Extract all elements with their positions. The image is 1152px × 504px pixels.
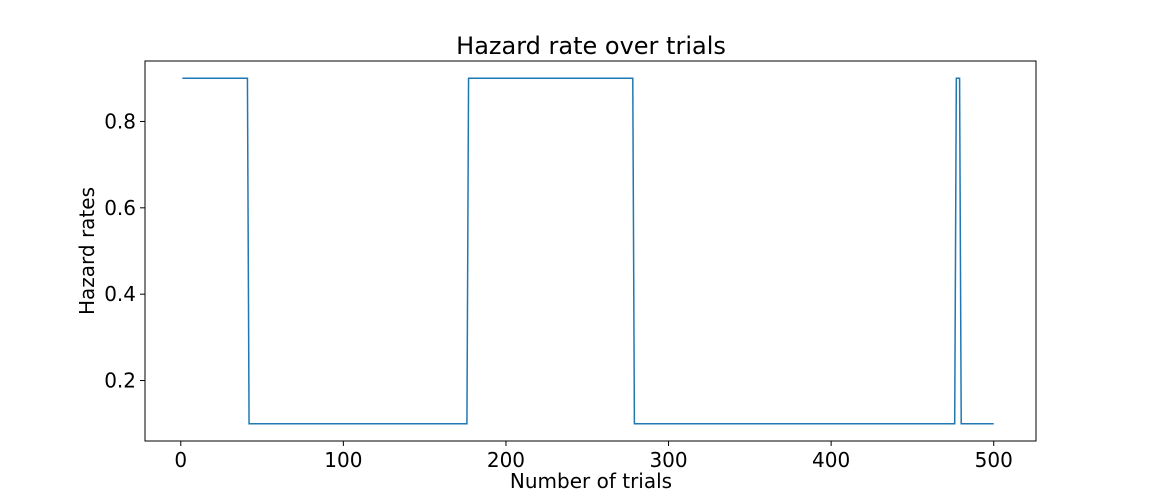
x-tick-label: 200: [487, 448, 525, 472]
chart-title: Hazard rate over trials: [456, 32, 726, 60]
x-tick-label: 100: [324, 448, 362, 472]
x-tick-label: 0: [174, 448, 187, 472]
y-axis-title: Hazard rates: [75, 187, 99, 315]
plot-area: [182, 77, 994, 425]
plot-frame: [144, 60, 1037, 442]
y-axis: 0.2 0.4 0.6 0.8: [104, 109, 145, 393]
y-tick-label: 0.6: [104, 196, 136, 220]
x-tick-label: 500: [975, 448, 1013, 472]
x-tick-label: 400: [812, 448, 850, 472]
y-tick-label: 0.2: [104, 369, 136, 393]
x-axis-title: Number of trials: [510, 469, 672, 493]
series-line-0: [182, 77, 994, 425]
y-tick-label: 0.8: [104, 109, 136, 133]
x-axis: 0 100 200 300 400 500: [174, 441, 1013, 472]
y-tick-label: 0.4: [104, 282, 136, 306]
x-tick-label: 300: [649, 448, 687, 472]
